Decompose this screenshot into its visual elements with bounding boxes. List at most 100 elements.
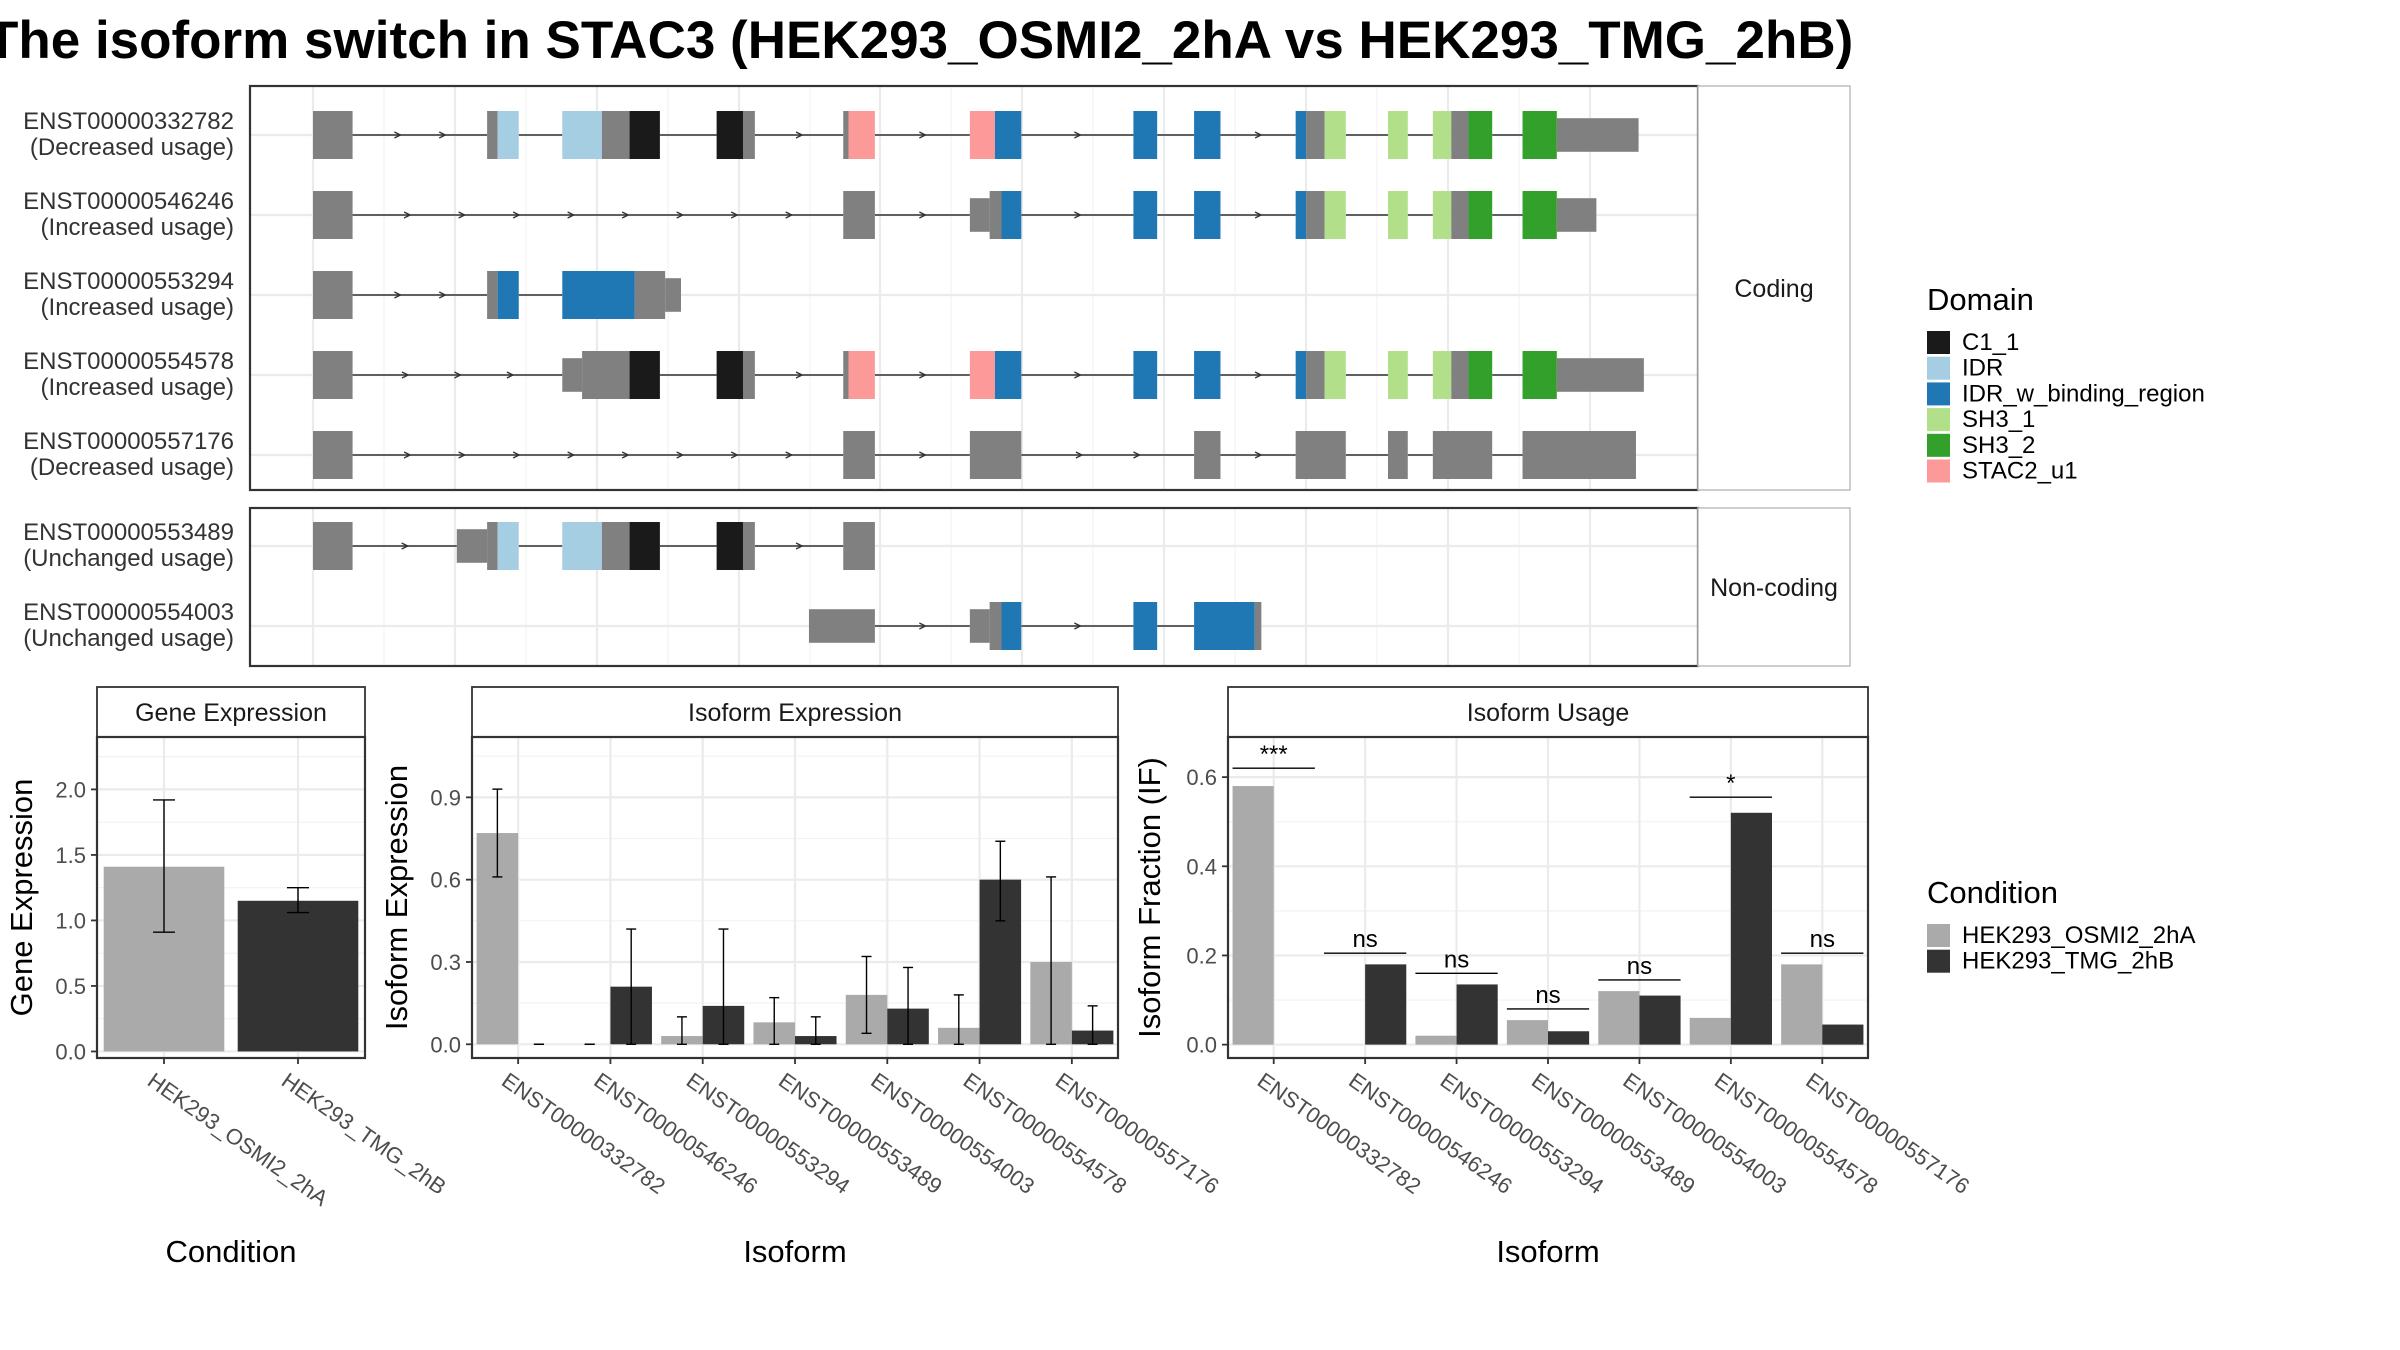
exon-block-no_domain [1451, 111, 1469, 159]
exon-block-no_domain [601, 111, 630, 159]
exon-block-STAC2_u1 [848, 351, 875, 399]
significance-marker: ns [1598, 953, 1681, 981]
y-tick-label: 1.0 [55, 908, 86, 933]
facet-strip-label: Isoform Expression [688, 699, 902, 727]
error-bar [1046, 876, 1057, 1045]
isoform-usage: (Decreased usage) [30, 134, 234, 161]
exon-block-IDR_w_binding_region [1194, 191, 1221, 239]
significance-marker: *** [1232, 741, 1315, 769]
exon-block-no_domain [1254, 602, 1262, 650]
error-bar [953, 994, 964, 1045]
error-bar [810, 1016, 821, 1045]
exon-block-SH3_1 [1387, 191, 1408, 239]
exon-block-no_domain [562, 358, 583, 392]
exon-block-IDR_w_binding_region [1001, 191, 1022, 239]
domain-legend-item: SH3_2 [1927, 432, 2035, 459]
exon-block-no_domain [313, 271, 353, 319]
bar [1639, 995, 1681, 1045]
isoform-row-ENST00000554003: ENST00000554003 (Unchanged usage) [23, 599, 1262, 652]
exon-block-IDR [562, 111, 602, 159]
isoform-row-ENST00000557176: ENST00000557176 (Decreased usage) [23, 428, 1636, 481]
intron-arrow [1133, 451, 1142, 459]
intron-arrow [1254, 371, 1263, 379]
intron-arrow [795, 542, 804, 550]
bar [1822, 1024, 1864, 1045]
facet-strip [1697, 507, 1851, 667]
exon-block-no_domain [843, 111, 849, 159]
intron-arrow [1074, 131, 1082, 139]
exon-block-no_domain [969, 198, 990, 232]
isoform-usage: (Unchanged usage) [23, 545, 234, 572]
exon-block-no_domain [487, 271, 498, 319]
intron-arrow [401, 542, 410, 550]
exon-block-SH3_1 [1324, 351, 1346, 399]
intron-arrow [512, 211, 521, 219]
exon-block-no_domain [634, 271, 666, 319]
exon-block-SH3_1 [1387, 351, 1408, 399]
exon-block-SH3_2 [1468, 351, 1493, 399]
isoform-row-ENST00000332782: ENST00000332782 (Decreased usage) [23, 108, 1639, 161]
domain-legend-title: Domain [1927, 282, 2034, 317]
y-axis-label: Isoform Expression [379, 765, 414, 1030]
y-tick-label: 1.5 [55, 843, 86, 868]
exon-block-SH3_2 [1522, 191, 1557, 239]
exon-block-STAC2_u1 [969, 111, 995, 159]
exon-block-IDR [497, 522, 519, 570]
exon-block-SH3_1 [1432, 191, 1452, 239]
x-axis-label: Isoform [1496, 1234, 1599, 1269]
exon-block-STAC2_u1 [848, 111, 875, 159]
isoform-label: ENST00000546246 (Increased usage) [23, 188, 234, 241]
bar [1730, 812, 1772, 1045]
exon-block-IDR [562, 522, 602, 570]
exon-block-no_domain [582, 351, 630, 399]
legend-label: IDR [1962, 355, 2003, 382]
intron-arrow [730, 451, 739, 459]
exon-block-no_domain [969, 431, 1022, 479]
intron-arrow [1075, 451, 1084, 459]
intron-arrow [458, 451, 467, 459]
domain-legend-item: STAC2_u1 [1927, 458, 2078, 485]
legend-swatch [1927, 459, 1950, 483]
y-tick-label: 0.5 [55, 974, 86, 999]
intron-arrow [512, 451, 521, 459]
isoform-id: ENST00000553294 [23, 268, 234, 295]
intron-arrow [1254, 211, 1263, 219]
error-bar [287, 886, 309, 914]
intron-arrow [919, 371, 927, 379]
bar [1781, 964, 1823, 1045]
bar [1689, 1017, 1731, 1045]
y-axis-label: Gene Expression [4, 779, 39, 1017]
exon-block-IDR_w_binding_region [562, 271, 635, 319]
legend-swatch [1927, 408, 1950, 432]
intron-arrow [438, 291, 447, 299]
isoform-id: ENST00000554578 [23, 348, 234, 375]
isoform-structure-plot: ENST00000332782 (Decreased usage) ENST0000… [23, 84, 1851, 668]
exon-block-SH3_2 [1468, 191, 1493, 239]
exon-block-SH3_2 [1522, 351, 1557, 399]
intron-arrow [1074, 371, 1082, 379]
error-bar [718, 928, 729, 1045]
isoform-label: ENST00000553294 (Increased usage) [23, 268, 234, 321]
exon-block-IDR_w_binding_region [1133, 602, 1158, 650]
significance-marker: * [1689, 770, 1772, 798]
y-tick-label: 0.0 [1186, 1033, 1217, 1058]
facet-strip [1697, 85, 1851, 491]
isoform-label: ENST00000554578 (Increased usage) [23, 348, 234, 401]
structure-panel-coding: ENST00000332782 (Decreased usage) ENST0000… [23, 84, 1851, 492]
exon-block-no_domain [742, 111, 755, 159]
intron-arrow [394, 291, 402, 299]
y-tick-label: 0.6 [430, 868, 461, 893]
intron-arrow [919, 211, 927, 219]
exon-block-no_domain [313, 191, 353, 239]
isoform-usage: (Increased usage) [41, 294, 234, 321]
bar [1456, 984, 1498, 1045]
legend-label: HEK293_TMG_2hB [1962, 948, 2174, 975]
exon-block-no_domain [969, 609, 990, 643]
y-tick-label: 2.0 [55, 777, 86, 802]
intron-arrow [567, 451, 576, 459]
legend-swatch [1927, 356, 1950, 380]
exon-block-C1_1 [629, 522, 660, 570]
bar [1548, 1031, 1590, 1045]
exon-block-IDR_w_binding_region [1295, 191, 1307, 239]
exon-block-no_domain [1451, 351, 1469, 399]
